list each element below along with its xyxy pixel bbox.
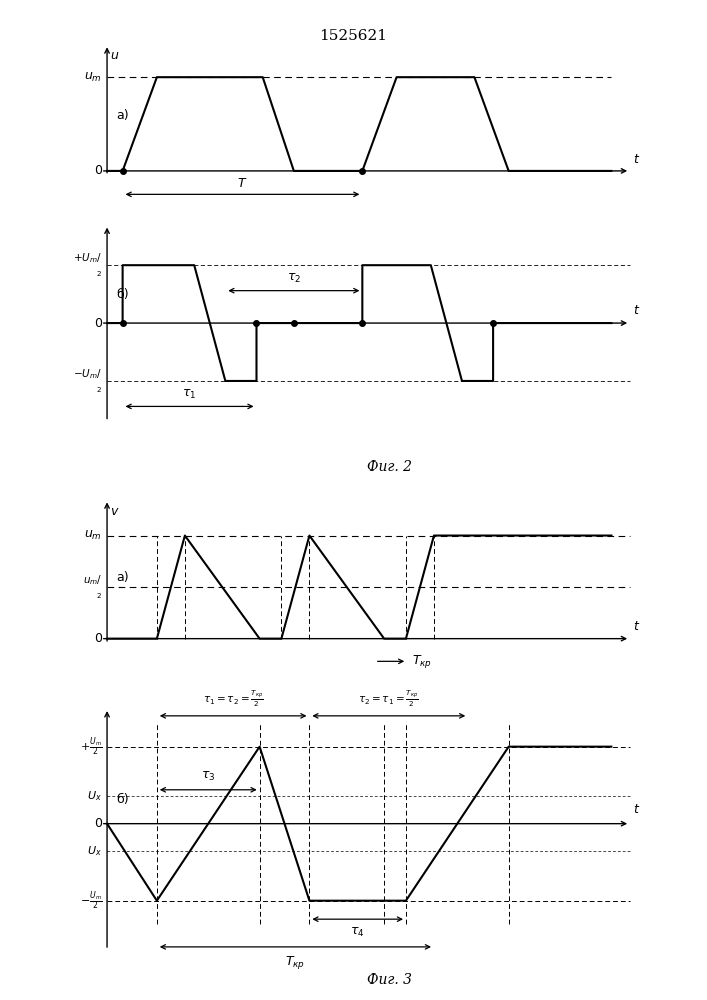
Text: $u_m$: $u_m$ <box>84 529 102 542</box>
Text: $\tau_2$: $\tau_2$ <box>287 272 301 285</box>
Text: 0: 0 <box>94 817 102 830</box>
Text: $u$: $u$ <box>110 49 119 62</box>
Text: б): б) <box>116 793 129 806</box>
Text: Фиг. 3: Фиг. 3 <box>367 973 412 987</box>
Text: 0: 0 <box>94 632 102 645</box>
Text: $t$: $t$ <box>633 620 641 633</box>
Text: Фиг. 2: Фиг. 2 <box>367 460 412 474</box>
Text: 1525621: 1525621 <box>320 29 387 43</box>
Text: $u_{m}/$
$_2$: $u_{m}/$ $_2$ <box>83 573 102 601</box>
Text: $u_m$: $u_m$ <box>84 71 102 84</box>
Text: $T_{кр}$: $T_{кр}$ <box>412 653 432 670</box>
Text: $T$: $T$ <box>238 177 247 190</box>
Text: $U_x$: $U_x$ <box>87 789 102 803</box>
Text: $\tau_1=\tau_2=\frac{T_{кр}}{2}$: $\tau_1=\tau_2=\frac{T_{кр}}{2}$ <box>203 688 264 709</box>
Text: $-U_{m}/$
$_2$: $-U_{m}/$ $_2$ <box>73 367 102 395</box>
Text: $\tau_2=\tau_1=\frac{T_{кр}}{2}$: $\tau_2=\tau_1=\frac{T_{кр}}{2}$ <box>358 688 419 709</box>
Text: 0: 0 <box>94 164 102 177</box>
Text: $-\frac{U_m}{2}$: $-\frac{U_m}{2}$ <box>79 889 102 912</box>
Text: $T_{кр}$: $T_{кр}$ <box>286 954 305 971</box>
Text: б): б) <box>116 288 129 301</box>
Text: $\tau_4$: $\tau_4$ <box>351 926 365 939</box>
Text: $+\frac{U_m}{2}$: $+\frac{U_m}{2}$ <box>79 735 102 758</box>
Text: $\tau_1$: $\tau_1$ <box>182 388 197 401</box>
Text: 0: 0 <box>94 317 102 330</box>
Text: а): а) <box>116 109 129 122</box>
Text: $t$: $t$ <box>633 304 641 317</box>
Text: $t$: $t$ <box>633 153 641 166</box>
Text: а): а) <box>116 571 129 584</box>
Text: $\tau_3$: $\tau_3$ <box>201 770 216 783</box>
Text: $t$: $t$ <box>633 803 641 816</box>
Text: $+U_{m}/$
$_2$: $+U_{m}/$ $_2$ <box>73 252 102 279</box>
Text: $U_x$: $U_x$ <box>87 844 102 858</box>
Text: $v$: $v$ <box>110 505 119 518</box>
